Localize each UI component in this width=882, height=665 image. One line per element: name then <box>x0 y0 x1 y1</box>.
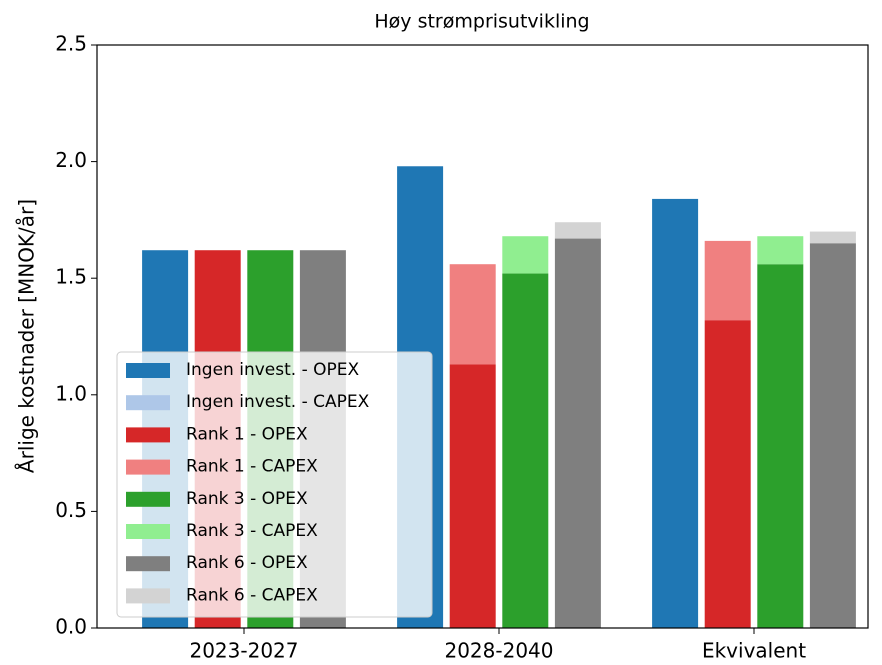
chart-title: Høy strømprisutvikling <box>374 11 589 33</box>
y-tick-label: 1.5 <box>55 265 87 289</box>
legend-swatch <box>126 588 170 604</box>
bar <box>757 264 804 628</box>
x-tick-label: 2028-2040 <box>444 639 553 663</box>
legend-label: Ingen invest. - CAPEX <box>186 392 370 412</box>
bar <box>449 364 496 628</box>
legend-box <box>116 351 433 618</box>
bar <box>757 236 804 265</box>
legend-swatch <box>126 556 170 572</box>
legend-label: Rank 3 - OPEX <box>186 489 308 509</box>
bar <box>704 320 751 628</box>
legend-label: Rank 1 - CAPEX <box>186 457 318 477</box>
bar <box>809 243 856 628</box>
legend-swatch <box>126 524 170 539</box>
legend-label: Ingen invest. - OPEX <box>186 360 359 380</box>
legend-swatch <box>126 427 170 443</box>
plot-frame <box>96 44 869 629</box>
legend-swatch <box>126 395 170 411</box>
legend-label: Rank 3 - CAPEX <box>186 521 318 541</box>
legend-label: Rank 1 - OPEX <box>186 424 308 444</box>
bar <box>704 240 751 321</box>
legend-swatch <box>126 363 170 378</box>
y-tick-label: 0.0 <box>55 615 87 639</box>
y-axis-label: Årlige kostnader [MNOK/år] <box>15 199 39 473</box>
bar <box>502 273 549 628</box>
legend-label: Rank 6 - CAPEX <box>186 585 318 605</box>
y-tick-label: 2.0 <box>55 148 87 172</box>
x-tick-label: Ekvivalent <box>702 639 806 663</box>
legend-label: Rank 6 - OPEX <box>186 553 308 573</box>
bar <box>502 236 549 274</box>
y-tick-label: 0.5 <box>55 498 87 522</box>
legend-swatch <box>126 459 170 475</box>
legend-swatch <box>126 491 170 507</box>
bar <box>449 264 496 365</box>
bar <box>809 231 856 244</box>
x-tick-label: 2023-2027 <box>189 639 298 663</box>
bar <box>652 198 699 629</box>
bar <box>554 238 601 628</box>
y-tick-label: 1.0 <box>55 381 87 405</box>
bar <box>554 222 601 239</box>
y-tick-label: 2.5 <box>55 32 87 56</box>
